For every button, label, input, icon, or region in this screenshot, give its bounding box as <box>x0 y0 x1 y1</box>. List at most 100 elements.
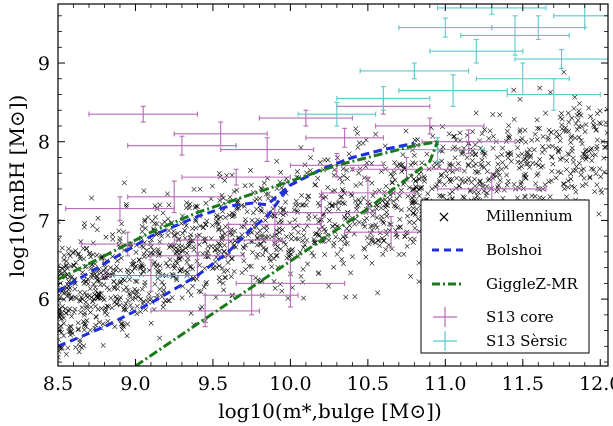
millennium-point <box>157 268 163 274</box>
millennium-point <box>548 178 554 184</box>
millennium-point <box>182 227 188 233</box>
millennium-point <box>274 186 280 192</box>
millennium-point <box>568 135 574 141</box>
millennium-point <box>80 278 86 284</box>
millennium-point <box>383 183 389 189</box>
millennium-point <box>219 265 225 271</box>
millennium-point <box>603 120 608 126</box>
millennium-point <box>229 232 235 238</box>
millennium-point <box>140 268 146 274</box>
millennium-point <box>604 130 608 136</box>
millennium-point <box>291 225 297 231</box>
millennium-point <box>561 69 567 75</box>
millennium-point <box>497 177 503 183</box>
millennium-point <box>67 253 73 259</box>
millennium-point <box>352 198 358 204</box>
millennium-point <box>416 260 422 266</box>
millennium-point <box>111 267 117 273</box>
millennium-point <box>547 89 553 95</box>
millennium-point <box>172 263 178 269</box>
millennium-point <box>142 282 148 288</box>
y-tick-label: 8 <box>38 132 50 154</box>
millennium-point <box>413 160 419 166</box>
millennium-point <box>517 129 523 135</box>
millennium-point <box>117 280 123 286</box>
millennium-point <box>504 128 510 134</box>
millennium-point <box>557 138 563 144</box>
millennium-point <box>574 112 580 118</box>
millennium-point <box>232 238 238 244</box>
millennium-point <box>212 247 218 253</box>
millennium-point <box>254 206 260 212</box>
millennium-point <box>185 244 191 250</box>
millennium-point <box>572 135 578 141</box>
millennium-point <box>555 149 561 155</box>
millennium-point <box>576 111 582 117</box>
gigglez-upper-line <box>58 140 438 281</box>
millennium-point <box>301 295 307 301</box>
millennium-point <box>392 160 398 166</box>
millennium-point <box>242 183 248 189</box>
millennium-point <box>260 265 266 271</box>
millennium-point <box>414 206 420 212</box>
millennium-point <box>201 284 207 290</box>
millennium-point <box>597 166 603 172</box>
millennium-point <box>330 223 336 229</box>
legend-item-millennium: × Millennium <box>437 207 572 226</box>
millennium-point <box>587 175 593 181</box>
millennium-point <box>203 253 209 259</box>
millennium-point <box>557 115 563 121</box>
millennium-point <box>117 295 123 301</box>
millennium-point <box>109 305 115 311</box>
millennium-point <box>389 179 395 185</box>
s13-core-point <box>344 215 439 249</box>
millennium-point <box>191 186 197 192</box>
millennium-point <box>386 196 392 202</box>
millennium-point <box>75 326 81 332</box>
legend-label-s13-core: S13 core <box>486 308 554 326</box>
millennium-point <box>494 154 500 160</box>
millennium-point <box>403 128 409 134</box>
millennium-point <box>261 225 267 231</box>
millennium-point <box>102 273 108 279</box>
millennium-point <box>323 229 329 235</box>
millennium-point <box>214 212 220 218</box>
millennium-point <box>594 182 600 188</box>
millennium-point <box>221 287 227 293</box>
s13-sersic-point <box>359 62 470 80</box>
millennium-point <box>65 345 71 351</box>
millennium-point <box>225 267 231 273</box>
millennium-point <box>226 212 232 218</box>
millennium-point <box>527 154 533 160</box>
millennium-point <box>276 236 282 242</box>
millennium-point <box>138 261 144 267</box>
millennium-point <box>166 228 172 234</box>
millennium-point <box>590 118 596 124</box>
millennium-point <box>219 227 225 233</box>
millennium-point <box>545 134 551 140</box>
millennium-point <box>397 224 403 230</box>
millennium-point <box>284 234 289 240</box>
millennium-point <box>308 155 314 161</box>
millennium-point <box>280 212 286 218</box>
millennium-point <box>534 117 540 123</box>
millennium-point <box>179 243 185 249</box>
millennium-point <box>292 202 298 208</box>
millennium-point <box>557 146 563 152</box>
millennium-point <box>99 306 105 312</box>
millennium-point <box>300 238 306 244</box>
millennium-point <box>568 139 574 145</box>
millennium-point <box>398 207 404 213</box>
millennium-point <box>447 163 453 169</box>
millennium-point <box>81 312 87 318</box>
millennium-point <box>460 150 466 156</box>
millennium-point <box>361 175 367 181</box>
millennium-point <box>385 200 391 206</box>
millennium-point <box>571 185 577 190</box>
millennium-point <box>515 138 521 144</box>
millennium-point <box>325 184 331 190</box>
millennium-point <box>505 150 511 156</box>
millennium-point <box>241 245 247 251</box>
millennium-point <box>185 288 191 294</box>
millennium-point <box>105 303 111 309</box>
